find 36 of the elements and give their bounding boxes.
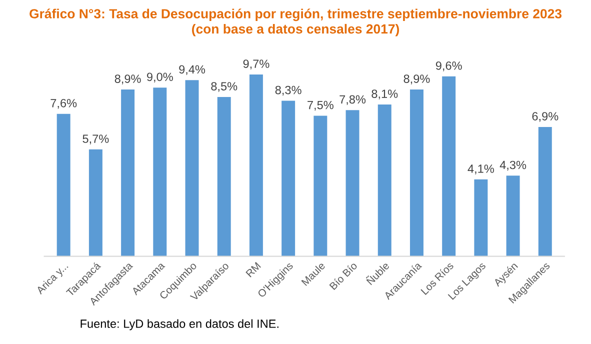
data-label: 8,3% [275, 86, 302, 96]
data-label: 9,6% [436, 61, 462, 72]
bar [442, 76, 456, 256]
data-label: 7,8% [340, 95, 366, 105]
x-tick-label: Bío Bío [328, 261, 358, 290]
bar [474, 179, 488, 256]
data-label: 7,6% [50, 98, 77, 109]
data-label: 9,4% [179, 65, 206, 75]
x-tick-label: RM [246, 262, 261, 278]
data-label: 4,3% [500, 160, 526, 171]
bar [538, 126, 552, 256]
data-label: 8,9% [114, 74, 141, 84]
data-label: 9,0% [147, 72, 173, 82]
bar [282, 100, 296, 256]
bar [249, 74, 263, 256]
bar [378, 104, 392, 256]
data-label: 6,9% [532, 112, 558, 122]
data-label: 7,5% [308, 100, 334, 111]
bar [185, 80, 199, 256]
data-label: 5,7% [82, 134, 109, 144]
bar [314, 116, 328, 256]
bar [410, 89, 424, 256]
bar [56, 114, 70, 256]
data-label: 8,5% [211, 82, 238, 92]
data-label: 9,7% [243, 60, 270, 70]
bar [346, 110, 360, 256]
bar [217, 96, 231, 256]
chart-title: Gráfico N°3: Tasa de Desocupación por región, trimestre septiembre-noviembre 2023 (con base a datos censales 2017) [30, 8, 562, 36]
bar [153, 88, 167, 256]
data-label: 8,9% [404, 74, 430, 84]
bar [121, 89, 135, 256]
bar [88, 149, 102, 256]
data-label: 4,1% [468, 164, 494, 174]
data-label: 8,1% [372, 90, 398, 100]
bar [506, 176, 520, 256]
source-note: Fuente: LyD basado en datos del INE. [80, 319, 278, 330]
